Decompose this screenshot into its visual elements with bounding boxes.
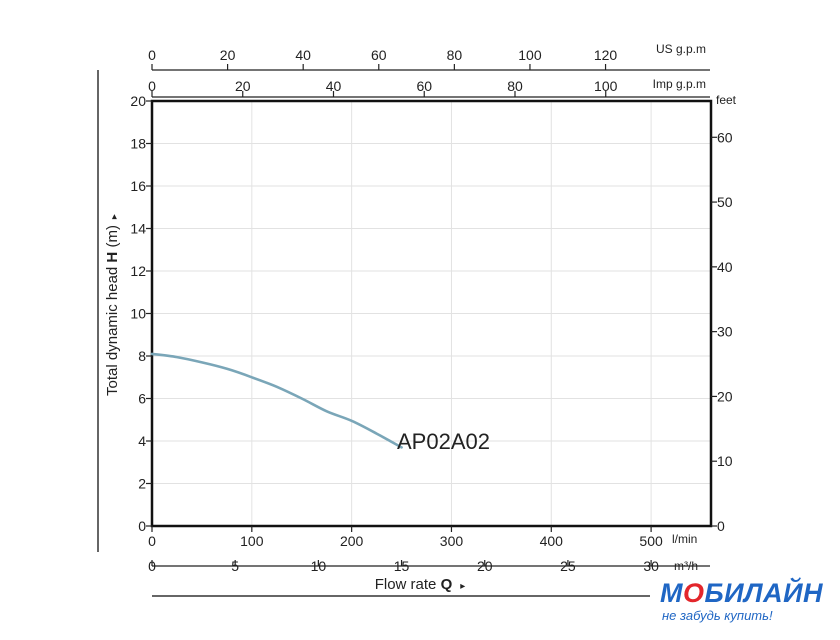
- y-left-tick-label: 4: [138, 433, 146, 449]
- x-m3h-tick-label: 20: [477, 558, 493, 574]
- y-right-tick-label: 20: [717, 388, 733, 404]
- y-left-tick-label: 8: [138, 348, 146, 364]
- x-impgpm-tick-label: 20: [235, 78, 251, 94]
- x-axis-title-symbol: Q: [441, 576, 453, 593]
- y-right-tick-label: 60: [717, 129, 733, 145]
- x-usgpm-tick-label: 0: [148, 47, 156, 63]
- x-impgpm-tick-label: 60: [416, 78, 432, 94]
- x-usgpm-tick-label: 40: [295, 47, 311, 63]
- x-usgpm-tick-label: 60: [371, 47, 387, 63]
- logo-name-accent: О: [683, 578, 705, 608]
- x-lpm-tick-label: 100: [240, 533, 264, 549]
- y-left-tick-label: 12: [130, 263, 146, 279]
- x-m3h-tick-label: 10: [311, 558, 327, 574]
- series-label-ap02a02: AP02A02: [397, 429, 490, 454]
- y-axis-title-symbol: H: [104, 252, 121, 263]
- x-lpm-tick-label: 500: [639, 533, 663, 549]
- y-left-tick-label: 10: [130, 306, 146, 322]
- imp-gpm-unit-label: Imp g.p.m: [653, 77, 706, 91]
- y-axis-title: Total dynamic head H (m) ▸: [104, 214, 121, 396]
- y-left-tick-label: 18: [130, 136, 146, 152]
- x-usgpm-tick-label: 80: [447, 47, 463, 63]
- logo-slogan: не забудь купить!: [662, 608, 773, 623]
- x-impgpm-tick-label: 100: [594, 78, 618, 94]
- y-right-tick-label: 50: [717, 194, 733, 210]
- y-left-tick-label: 2: [138, 476, 146, 492]
- y-right-tick-label: 40: [717, 259, 733, 275]
- y-axis-arrow-icon: ▸: [109, 214, 120, 219]
- x-axis-title-prefix: Flow rate: [375, 576, 441, 593]
- x-usgpm-tick-label: 120: [594, 47, 618, 63]
- y-right-tick-label: 10: [717, 453, 733, 469]
- y-right-tick-label: 30: [717, 324, 733, 340]
- x-m3h-tick-label: 5: [231, 558, 239, 574]
- x-usgpm-tick-label: 20: [220, 47, 236, 63]
- m3h-unit-label: m³/h: [674, 559, 698, 573]
- logo-name: МОБИЛАЙН: [660, 578, 835, 608]
- mobilain-logo: МОБИЛАЙН не забудь купить!: [660, 578, 835, 634]
- y-left-tick-label: 20: [130, 93, 146, 109]
- y-axis-title-unit: (m): [104, 225, 121, 252]
- x-lpm-tick-label: 0: [148, 533, 156, 549]
- x-lpm-tick-label: 200: [340, 533, 364, 549]
- x-impgpm-tick-label: 0: [148, 78, 156, 94]
- series-curve-ap02a02: [150, 352, 403, 449]
- logo-name-part1: М: [660, 578, 683, 608]
- x-m3h-tick-label: 30: [643, 558, 659, 574]
- x-m3h-tick-label: 25: [560, 558, 576, 574]
- y-axis-title-prefix: Total dynamic head: [104, 263, 121, 396]
- x-impgpm-tick-label: 40: [326, 78, 342, 94]
- x-usgpm-tick-label: 100: [518, 47, 542, 63]
- y-left-tick-label: 6: [138, 391, 146, 407]
- x-lpm-tick-label: 400: [540, 533, 564, 549]
- x-axis-title: Flow rate Q ▸: [375, 576, 466, 593]
- gridlines: [151, 100, 711, 527]
- y-left-tick-label: 0: [138, 518, 146, 534]
- y-left-tick-label: 14: [130, 221, 146, 237]
- us-gpm-unit-label: US g.p.m: [656, 42, 706, 56]
- x-m3h-tick-label: 0: [148, 558, 156, 574]
- y-left-tick-label: 16: [130, 178, 146, 194]
- x-impgpm-tick-label: 80: [507, 78, 523, 94]
- y-right-tick-label: 0: [717, 518, 725, 534]
- x-lpm-tick-label: 300: [440, 533, 464, 549]
- x-m3h-tick-label: 15: [394, 558, 410, 574]
- x-axis-arrow-icon: ▸: [460, 581, 465, 592]
- lpm-unit-label: l/min: [672, 532, 697, 546]
- feet-unit-label: feet: [716, 93, 737, 107]
- logo-name-part2: БИЛАЙН: [704, 578, 824, 608]
